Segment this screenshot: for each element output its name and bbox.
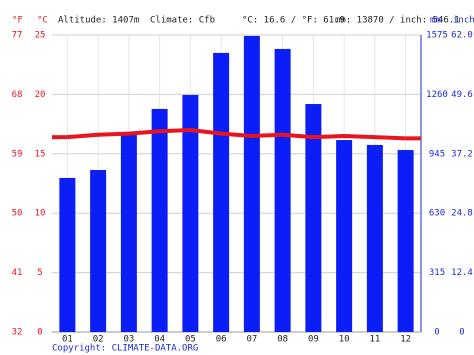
y2tick-label: 0 bbox=[434, 328, 439, 338]
x-tick-label: 03 bbox=[123, 335, 134, 345]
bar bbox=[243, 35, 260, 332]
y4tick-label: 62.0 bbox=[451, 31, 473, 41]
y2tick-label: 630 bbox=[429, 209, 445, 219]
y4tick-label: 49.6 bbox=[451, 90, 473, 100]
annotation: °C: 16.6 / °F: 61.9 bbox=[242, 16, 345, 26]
y4tick-label: 12.4 bbox=[451, 268, 473, 278]
bar bbox=[90, 170, 107, 332]
bar bbox=[274, 48, 291, 332]
bar bbox=[59, 177, 76, 332]
x-tick-label: 07 bbox=[246, 335, 257, 345]
temperature-line bbox=[67, 128, 406, 141]
inch-axis-label: inch bbox=[453, 16, 474, 26]
y4tick-label: 24.8 bbox=[451, 209, 473, 219]
x-tick-label: 06 bbox=[216, 335, 227, 345]
y3tick-label: 68 bbox=[12, 90, 23, 100]
x-tick-label: 01 bbox=[62, 335, 73, 345]
y2tick-label: 945 bbox=[429, 149, 445, 159]
x-tick-label: 05 bbox=[185, 335, 196, 345]
annotation: Climate: Cfb bbox=[150, 16, 215, 26]
ytick-label: 25 bbox=[35, 31, 46, 41]
bar bbox=[336, 140, 353, 332]
y3tick-label: 50 bbox=[12, 209, 23, 219]
x-tick-label: 09 bbox=[308, 335, 319, 345]
bar bbox=[120, 133, 137, 332]
y4tick-label: 0 bbox=[459, 328, 464, 338]
y2tick-label: 315 bbox=[429, 268, 445, 278]
ytick-label: 15 bbox=[35, 149, 46, 159]
ytick-label: 20 bbox=[35, 90, 46, 100]
x-tick-label: 08 bbox=[277, 335, 288, 345]
source: Copyright: CLIMATE-DATA.ORG bbox=[52, 344, 198, 354]
bar bbox=[305, 104, 322, 332]
annotation: Altitude: 1407m bbox=[58, 16, 139, 26]
x-tick-label: 11 bbox=[369, 335, 380, 345]
bar bbox=[213, 52, 230, 333]
x-tick-label: 12 bbox=[400, 335, 411, 345]
bar bbox=[151, 108, 168, 332]
y2tick-label: 1260 bbox=[426, 90, 448, 100]
y2tick-label: 1575 bbox=[426, 31, 448, 41]
y4tick-label: 37.2 bbox=[451, 149, 473, 159]
y3tick-label: 59 bbox=[12, 149, 23, 159]
ytick-label: 5 bbox=[37, 268, 42, 278]
x-tick-label: 10 bbox=[339, 335, 350, 345]
mm-axis-label: mm bbox=[430, 16, 441, 26]
y3tick-label: 32 bbox=[12, 328, 23, 338]
y3tick-label: 77 bbox=[12, 31, 23, 41]
x-tick-label: 04 bbox=[154, 335, 165, 345]
c-axis-label: °C bbox=[37, 16, 48, 26]
y3tick-label: 41 bbox=[12, 268, 23, 278]
ytick-label: 10 bbox=[35, 209, 46, 219]
f-axis-label: °F bbox=[12, 16, 23, 26]
x-tick-label: 02 bbox=[93, 335, 104, 345]
bar bbox=[366, 144, 383, 332]
ytick-label: 0 bbox=[37, 328, 42, 338]
annotation: mm: 13870 / inch: 546.1 bbox=[335, 16, 460, 26]
bar bbox=[182, 94, 199, 332]
bar bbox=[397, 150, 414, 332]
